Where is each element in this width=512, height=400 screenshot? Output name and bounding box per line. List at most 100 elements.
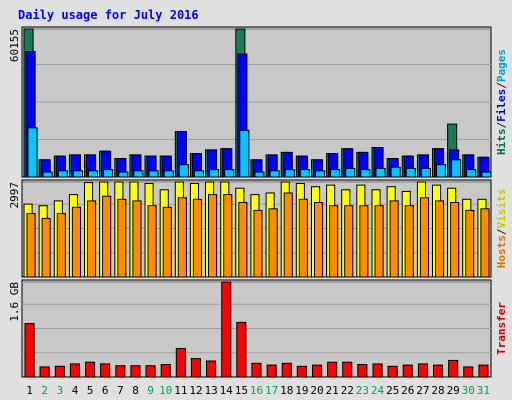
bar-sites-26: [404, 205, 414, 278]
bar-transfer-29: [448, 359, 459, 378]
x-tick-label: 2: [41, 384, 48, 397]
bar-sites-4: [71, 206, 82, 278]
x-tick-label: 15: [235, 384, 248, 397]
bar-pages-26: [405, 167, 416, 178]
bar-transfer-12: [190, 358, 201, 378]
bar-sites-22: [344, 205, 354, 278]
bar-sites-28: [435, 200, 445, 278]
panel-side-label: Transfer: [495, 302, 508, 355]
bar-transfer-13: [206, 360, 217, 378]
x-axis-labels: 1 2 3 4 5 6 7 8 9 10 11 12 13 14 15 16 17 18 19 20 21 22 23 24 2…: [26, 384, 490, 397]
bar-sites-14: [223, 194, 233, 278]
x-tick-label: 20: [310, 384, 323, 397]
bar-sites-6: [102, 195, 112, 278]
bar-sites-30: [465, 209, 475, 278]
bar-transfer-21: [327, 361, 338, 378]
x-tick-label: 9: [147, 384, 154, 397]
x-tick-label: 3: [56, 384, 63, 397]
x-tick-label: 30: [462, 384, 475, 397]
bar-pages-13: [209, 169, 220, 178]
bar-sites-2: [41, 217, 51, 278]
x-tick-label: 21: [325, 384, 338, 397]
x-tick-label: 1: [26, 384, 33, 397]
bar-sites-29: [450, 202, 460, 278]
bar-pages-22: [345, 167, 356, 178]
bar-sites-25: [389, 200, 399, 278]
x-tick-label: 31: [477, 384, 490, 397]
bar-pages-29: [451, 159, 462, 178]
bar-transfer-30: [463, 366, 474, 378]
x-tick-label: 13: [204, 384, 217, 397]
x-tick-label: 8: [132, 384, 139, 397]
bar-sites-8: [132, 200, 142, 278]
bar-sites-19: [298, 198, 308, 278]
bar-transfer-8: [130, 365, 141, 378]
side-label-part: Hosts: [495, 235, 508, 268]
bar-transfer-22: [342, 361, 353, 378]
bar-pages-20: [315, 170, 326, 178]
bar-sites-24: [374, 205, 384, 278]
bar-pages-18: [284, 169, 295, 178]
x-tick-label: 11: [174, 384, 187, 397]
bar-transfer-10: [160, 364, 171, 378]
bar-sites-11: [177, 197, 187, 278]
bar-pages-7: [118, 171, 129, 178]
bar-pages-30: [466, 169, 477, 178]
bar-pages-3: [57, 170, 68, 178]
bar-pages-8: [133, 170, 144, 178]
bar-pages-1: [27, 127, 38, 178]
bar-transfer-20: [312, 364, 323, 378]
x-tick-label: 22: [341, 384, 354, 397]
bar-transfer-24: [372, 363, 383, 378]
x-tick-label: 17: [265, 384, 278, 397]
bar-sites-10: [162, 206, 172, 278]
bar-transfer-7: [115, 365, 126, 378]
bar-pages-19: [299, 169, 310, 178]
x-tick-label: 7: [117, 384, 124, 397]
bar-pages-27: [420, 167, 431, 178]
bar-pages-23: [360, 169, 371, 178]
bar-sites-31: [480, 208, 490, 278]
bar-sites-9: [147, 205, 157, 278]
bar-sites-3: [56, 213, 66, 278]
bar-pages-14: [224, 169, 235, 178]
x-tick-label: 26: [401, 384, 414, 397]
panel-side-label: Hits/Files/Pages: [495, 49, 508, 155]
x-tick-label: 27: [416, 384, 429, 397]
bar-pages-21: [330, 169, 341, 178]
bar-pages-2: [42, 171, 53, 178]
bar-pages-9: [148, 170, 159, 178]
bar-pages-4: [72, 170, 84, 178]
bar-sites-7: [117, 198, 127, 278]
bar-pages-28: [436, 164, 447, 178]
bar-pages-11: [178, 164, 189, 178]
bar-transfer-1: [24, 323, 35, 378]
chart-title: Daily usage for July 2016: [18, 8, 199, 22]
bar-transfer-16: [251, 362, 262, 378]
bar-transfer-2: [39, 366, 50, 378]
bar-sites-20: [314, 202, 324, 278]
x-tick-label: 16: [250, 384, 263, 397]
x-tick-label: 6: [102, 384, 109, 397]
bar-pages-5: [88, 170, 99, 178]
bar-sites-17: [268, 208, 278, 278]
y-max-label: 1.6 GB: [8, 282, 21, 322]
side-label-part: Visits: [495, 189, 508, 229]
side-label-part: /: [495, 228, 508, 235]
bar-transfer-31: [478, 364, 489, 378]
x-tick-label: 10: [159, 384, 172, 397]
x-tick-label: 18: [280, 384, 293, 397]
x-tick-label: 24: [371, 384, 385, 397]
x-tick-label: 14: [220, 384, 234, 397]
side-label-part: Hits: [495, 129, 508, 156]
bar-transfer-3: [54, 365, 65, 378]
bar-transfer-14: [221, 281, 232, 378]
bar-sites-21: [329, 205, 339, 278]
bar-sites-15: [238, 202, 248, 278]
side-label-part: /: [495, 82, 508, 89]
y-max-label: 60155: [8, 29, 21, 62]
bar-transfer-18: [281, 362, 292, 378]
side-label-part: Files: [495, 89, 508, 122]
